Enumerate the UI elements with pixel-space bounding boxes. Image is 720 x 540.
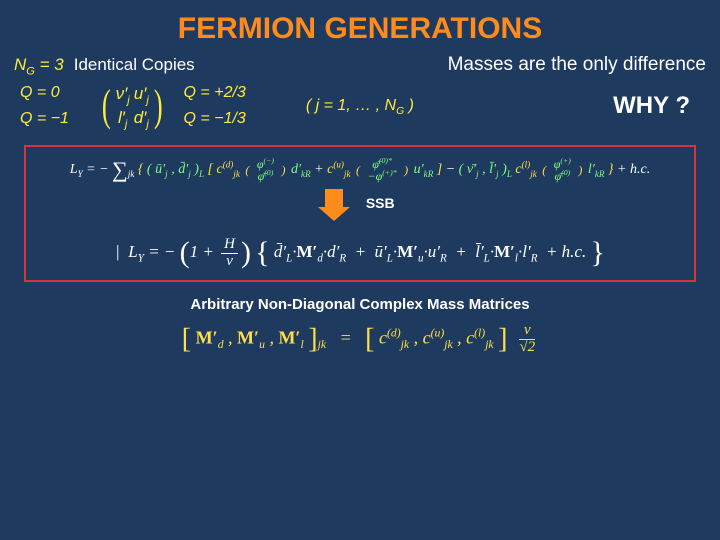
why-label: WHY ? xyxy=(613,92,690,120)
masses-difference-label: Masses are the only difference xyxy=(448,54,706,76)
ssb-label: SSB xyxy=(366,195,395,211)
slide-title: FERMION GENERATIONS xyxy=(0,0,720,46)
nu-prime-j: ν′j xyxy=(116,82,130,106)
arbitrary-matrices-label: Arbitrary Non-Diagonal Complex Mass Matr… xyxy=(0,296,720,313)
q-minus-one: Q = −1 xyxy=(20,106,69,132)
q-zero: Q = 0 xyxy=(20,80,69,106)
header-row: NG = 3 Identical Copies Masses are the o… xyxy=(0,46,720,76)
q-plus-two-thirds: Q = +2/3 xyxy=(184,80,246,106)
q-minus-one-third: Q = −1/3 xyxy=(184,106,246,132)
ssb-row: SSB xyxy=(34,189,686,212)
ng-equals-three: NG = 3 xyxy=(14,55,64,75)
u-prime-j: u′j xyxy=(134,82,149,106)
doublet-row: Q = 0 Q = −1 ( ν′j l′j u′j d′j ) Q = +2/… xyxy=(0,76,720,131)
charge-column-left: Q = 0 Q = −1 xyxy=(20,80,69,131)
d-prime-j: d′j xyxy=(134,106,149,130)
j-range: ( j = 1, … , NG ) xyxy=(306,97,414,115)
l-prime-j: l′j xyxy=(116,106,130,130)
mass-matrix-definition: [ M′d , M′u , M′l ]jk = [ c(d)jk , c(u)j… xyxy=(0,323,720,356)
down-arrow-icon xyxy=(325,189,343,207)
identical-copies-label: Identical Copies xyxy=(74,55,195,75)
lagrangian-box: LY = − ∑jk { ( ū′j , d̄′j )L [ c(d)jk ( … xyxy=(24,145,696,282)
fermion-doublet: ( ν′j l′j u′j d′j ) xyxy=(99,80,166,131)
mass-lagrangian: | LY = − (1 + Hv) { d̄′L·M′d·d′R + ū′L·M… xyxy=(34,236,686,270)
yukawa-lagrangian: LY = − ∑jk { ( ū′j , d̄′j )L [ c(d)jk ( … xyxy=(34,157,686,183)
charge-column-right: Q = +2/3 Q = −1/3 xyxy=(184,80,246,131)
